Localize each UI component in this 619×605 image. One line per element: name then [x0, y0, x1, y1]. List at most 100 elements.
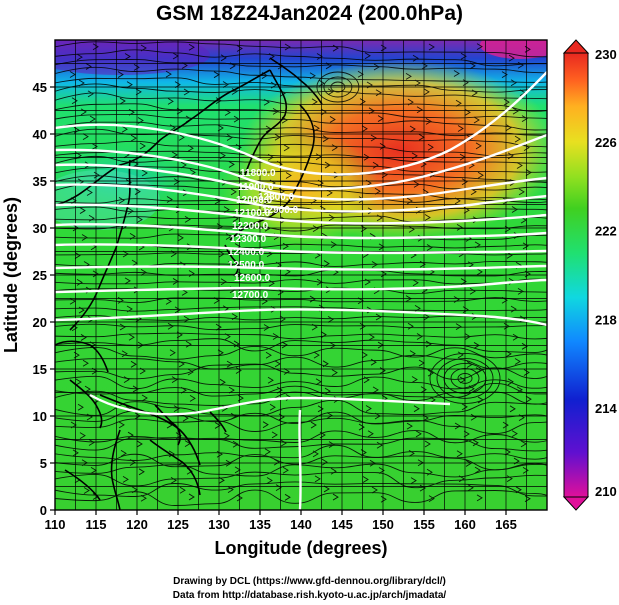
streamline-arrow [472, 439, 479, 447]
streamline-arrow [220, 54, 227, 62]
streamline [55, 59, 547, 74]
y-tick-label: 35 [33, 174, 47, 189]
streamline-arrow [141, 394, 148, 402]
streamline-arrow [426, 468, 433, 476]
streamline-arrow [311, 323, 318, 331]
streamline-arrow [183, 315, 190, 323]
streamline-arrow [215, 97, 222, 104]
streamline-arrow [219, 378, 226, 386]
streamline-arrow [506, 251, 513, 259]
streamline-arrow [379, 367, 386, 374]
streamline-arrow [230, 188, 237, 196]
streamline-arrow [189, 395, 196, 402]
streamline [55, 41, 547, 58]
streamline-arrow [218, 476, 225, 484]
streamline-arrow [234, 466, 241, 474]
streamline-arrow [284, 493, 291, 501]
streamline-arrow [425, 340, 432, 348]
streamline-arrow [477, 171, 484, 179]
streamline-arrow [476, 43, 483, 51]
streamline-arrow [514, 135, 521, 143]
streamline-arrow [457, 351, 464, 359]
streamline-arrow [372, 161, 379, 169]
x-tick-label: 140 [290, 517, 312, 532]
streamline-arrow [136, 216, 143, 224]
x-tick-label: 160 [454, 517, 476, 532]
streamline-arrow [507, 378, 514, 386]
streamline-arrow [120, 450, 127, 457]
streamline-arrow [379, 142, 386, 150]
streamline [55, 354, 547, 370]
streamline [55, 332, 547, 340]
streamline-arrow [88, 214, 95, 222]
streamline-arrow [168, 450, 175, 458]
streamline-arrow [74, 252, 81, 259]
streamline-arrow [170, 477, 177, 484]
streamline-arrow [520, 440, 527, 448]
streamline [55, 345, 547, 360]
streamline-arrow [468, 385, 475, 393]
streamline-arrow [285, 172, 292, 179]
x-tick-label: 115 [86, 517, 107, 532]
streamline [55, 103, 547, 119]
streamline-arrow [173, 178, 180, 186]
streamline-arrow [359, 98, 366, 106]
streamline-arrow [406, 197, 413, 205]
x-tick-label: 165 [495, 517, 517, 532]
streamline [55, 383, 547, 398]
contour-label: 12100.0 [234, 208, 271, 219]
streamline-arrow [272, 108, 279, 115]
y-tick-label: 25 [33, 268, 47, 283]
colorbar-label: 214 [595, 401, 617, 416]
streamline-arrow [188, 270, 195, 277]
streamline [55, 306, 547, 312]
streamline-arrow [140, 268, 147, 276]
streamline-arrow [467, 261, 474, 269]
streamline-arrow [327, 316, 334, 323]
streamline-arrow [328, 441, 335, 449]
streamline-arrow [374, 187, 381, 195]
streamline-arrow [224, 333, 231, 341]
streamline-arrow [262, 198, 269, 206]
streamline-arrow [275, 484, 282, 491]
streamline-arrow [407, 98, 414, 106]
streamline-arrow [324, 387, 331, 395]
streamline-arrow [332, 493, 339, 501]
streamline-arrow [505, 350, 512, 358]
x-tick-label: 150 [372, 517, 394, 532]
streamline-arrow [458, 475, 465, 483]
streamline-arrow [76, 53, 83, 61]
streamline-arrow [510, 305, 517, 313]
streamline-arrow [81, 234, 88, 241]
streamline-arrow [276, 386, 283, 394]
streamline-arrow [414, 79, 421, 87]
streamline-arrow [409, 125, 416, 133]
streamline-arrow [423, 313, 430, 321]
streamline-arrow [522, 466, 529, 474]
colorbar-label: 218 [595, 312, 617, 327]
streamline-arrow [405, 72, 412, 80]
streamline-arrow [326, 189, 333, 197]
y-tick-label: 20 [33, 315, 47, 330]
streamline-arrow [174, 306, 181, 314]
streamline-arrow [188, 493, 195, 501]
contour-label: 11900.0 [238, 182, 274, 193]
streamline-arrow [316, 53, 323, 60]
streamline-arrow [76, 278, 83, 286]
streamline-arrow [370, 134, 377, 142]
streamline-arrow [236, 494, 243, 502]
x-tick-label: 130 [208, 517, 230, 532]
colorbar-bottom-arrow [562, 496, 590, 511]
streamline-arrow [262, 421, 269, 429]
streamline-arrow [461, 403, 468, 411]
streamline [55, 462, 547, 478]
streamline-arrow [469, 287, 476, 295]
streamline-arrow [127, 431, 134, 439]
streamline [55, 175, 547, 191]
streamline-arrow [502, 421, 509, 429]
streamline-arrow [92, 270, 99, 278]
streamline-arrow [419, 260, 426, 268]
colorbar-label: 222 [595, 224, 617, 239]
streamline-arrow [235, 367, 242, 374]
streamline-arrow [515, 486, 522, 494]
